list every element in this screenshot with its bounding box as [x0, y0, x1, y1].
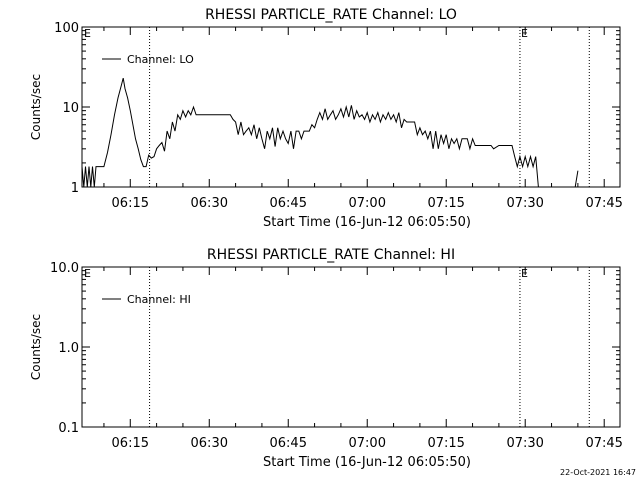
- y-axis-label: Counts/sec: [29, 314, 43, 380]
- y-axis-label: Counts/sec: [29, 74, 43, 140]
- x-tick-label: 07:30: [506, 436, 543, 451]
- series-line: [574, 170, 579, 188]
- x-tick-label: 06:45: [270, 196, 307, 211]
- generation-timestamp: 22-Oct-2021 16:47: [560, 468, 636, 477]
- hi-channel-panel: RHESSI PARTICLE_RATE Channel: HI Counts/s…: [29, 247, 623, 470]
- y-tick-label: 10: [62, 101, 79, 116]
- x-tick-label: 06:30: [191, 436, 228, 451]
- x-tick-label: 06:15: [112, 436, 149, 451]
- x-tick-label: 07:15: [427, 436, 464, 451]
- chart-title: RHESSI PARTICLE_RATE Channel: HI: [207, 247, 455, 263]
- x-tick-label: 06:45: [270, 436, 307, 451]
- lo-channel-panel: RHESSI PARTICLE_RATE Channel: LO Counts/s…: [29, 7, 623, 230]
- x-tick-label: 07:45: [585, 196, 622, 211]
- x-axis-label: Start Time (16-Jun-12 06:05:50): [263, 215, 471, 230]
- y-tick-label: 1: [71, 181, 79, 196]
- y-tick-label: 1.0: [58, 341, 79, 356]
- x-axis-label: Start Time (16-Jun-12 06:05:50): [263, 455, 471, 470]
- corner-flag-label: E: [84, 27, 91, 40]
- y-tick-label: 100: [54, 21, 79, 36]
- time-marker-label: E: [521, 267, 528, 280]
- x-tick-label: 06:30: [191, 196, 228, 211]
- time-marker-label: E: [521, 27, 528, 40]
- x-tick-label: 07:15: [427, 196, 464, 211]
- chart-title: RHESSI PARTICLE_RATE Channel: LO: [205, 7, 457, 23]
- x-tick-label: 07:45: [585, 436, 622, 451]
- x-tick-label: 07:00: [349, 436, 386, 451]
- y-tick-label: 0.1: [58, 421, 79, 436]
- legend-label: Channel: LO: [127, 53, 194, 66]
- series-line: [81, 77, 539, 188]
- y-tick-label: 10.0: [50, 261, 79, 276]
- legend-label: Channel: HI: [127, 293, 191, 306]
- x-tick-label: 07:30: [506, 196, 543, 211]
- x-tick-label: 06:15: [112, 196, 149, 211]
- plot-frame: [81, 266, 621, 428]
- x-tick-label: 07:00: [349, 196, 386, 211]
- corner-flag-label: E: [84, 267, 91, 280]
